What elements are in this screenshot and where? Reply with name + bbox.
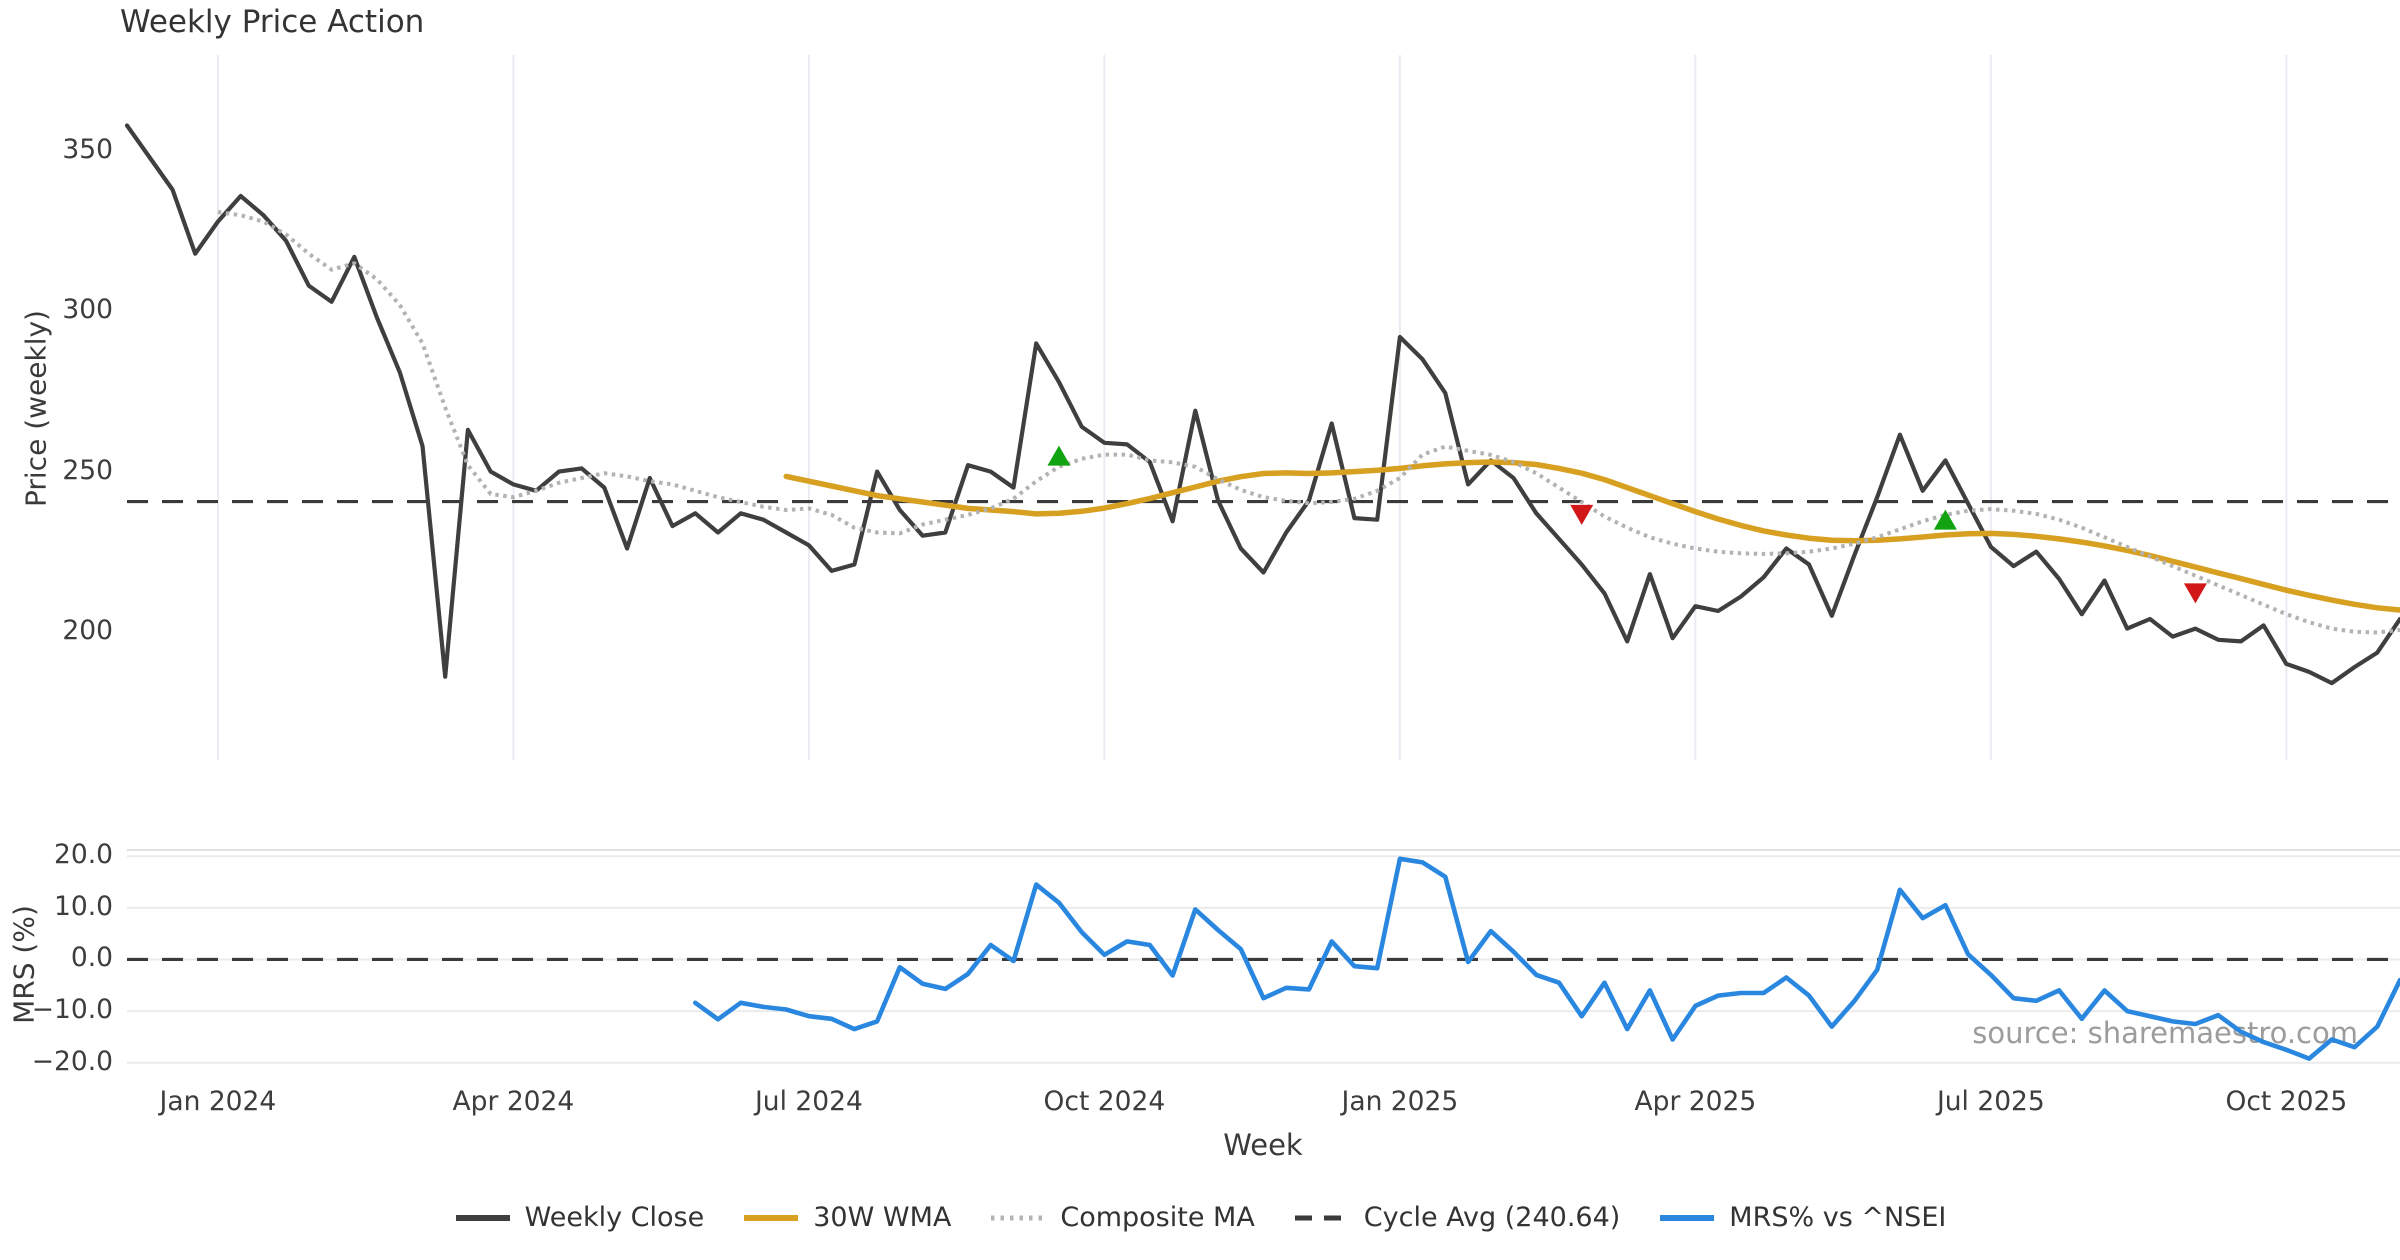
legend-label: MRS% vs ^NSEI [1729, 1202, 1947, 1233]
series-composite-ma [217, 210, 2400, 635]
legend-item-composite-ma: Composite MA [989, 1202, 1255, 1233]
sell-marker-icon [1570, 504, 1594, 525]
dashed-line-swatch-icon [1293, 1204, 1351, 1232]
legend-item-mrs-vs-nsei: MRS% vs ^NSEI [1658, 1202, 1946, 1233]
mrs-ytick-label: −20.0 [31, 1045, 113, 1077]
dotted-line-swatch-icon [989, 1204, 1047, 1232]
legend-item-cycle-avg-240-64-: Cycle Avg (240.64) [1293, 1202, 1621, 1233]
x-tick-label: Jan 2025 [1341, 1086, 1459, 1117]
legend-label: Cycle Avg (240.64) [1363, 1202, 1621, 1233]
legend-label: Weekly Close [524, 1202, 705, 1233]
series-mrs-vs-nsei [692, 856, 2400, 1061]
series-weekly-close [124, 123, 2400, 686]
x-axis-label: Week [1223, 1128, 1303, 1162]
x-tick-label: Jan 2024 [159, 1086, 277, 1117]
solid-line-swatch-icon [1658, 1204, 1716, 1232]
legend-label: Composite MA [1060, 1202, 1255, 1233]
x-tick-label: Apr 2024 [452, 1086, 575, 1117]
price-ytick-label: 300 [62, 294, 113, 326]
mrs-ytick-label: −10.0 [31, 994, 113, 1026]
legend-label: 30W WMA [813, 1202, 952, 1233]
price-ytick-label: 350 [62, 134, 113, 166]
chart-legend: Weekly Close 30W WMA Composite MA Cycle … [0, 1202, 2400, 1233]
x-tick-label: Jul 2025 [1936, 1086, 2045, 1117]
mrs-ytick-label: 20.0 [53, 839, 113, 871]
buy-marker-icon [1047, 445, 1071, 466]
legend-item-30w-wma: 30W WMA [742, 1202, 951, 1233]
solid-line-swatch-icon [742, 1204, 800, 1232]
price-ytick-label: 200 [62, 614, 113, 646]
x-tick-label: Jul 2024 [754, 1086, 863, 1117]
x-tick-label: Oct 2025 [2225, 1086, 2348, 1117]
series-30w-wma [783, 459, 2400, 613]
chart-title: Weekly Price Action [120, 4, 425, 40]
legend-item-weekly-close: Weekly Close [454, 1202, 705, 1233]
sell-marker-icon [2183, 583, 2207, 604]
x-tick-label: Apr 2025 [1634, 1086, 1757, 1117]
mrs-ytick-label: 10.0 [53, 890, 113, 922]
mrs-ytick-label: 0.0 [70, 942, 113, 974]
x-tick-label: Oct 2024 [1043, 1086, 1166, 1117]
buy-marker-icon [1933, 509, 1957, 530]
price-ytick-label: 250 [62, 454, 113, 486]
solid-line-swatch-icon [454, 1204, 512, 1232]
